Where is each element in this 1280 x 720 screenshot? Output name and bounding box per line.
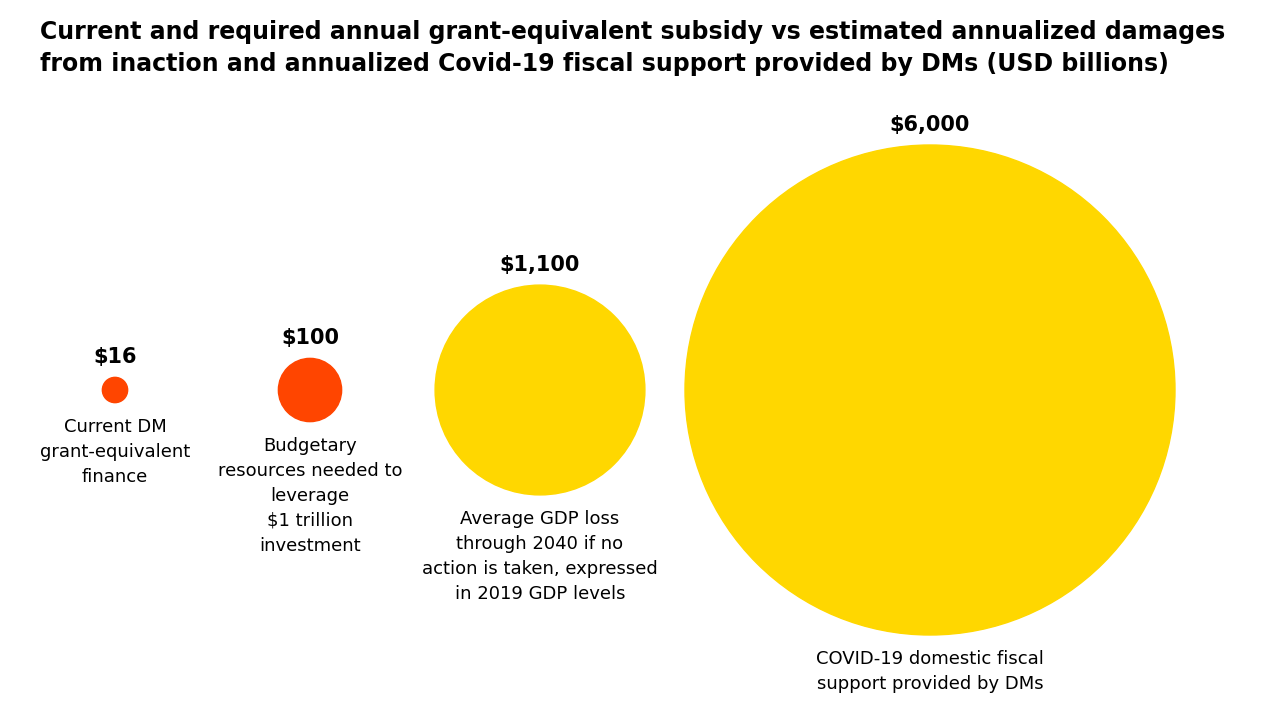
Text: $16: $16	[93, 347, 137, 367]
Text: $100: $100	[282, 328, 339, 348]
Text: Budgetary
resources needed to
leverage
$1 trillion
investment: Budgetary resources needed to leverage $…	[218, 436, 402, 554]
Text: Current DM
grant-equivalent
finance: Current DM grant-equivalent finance	[40, 418, 191, 486]
Text: Current and required annual grant-equivalent subsidy vs estimated annualized dam: Current and required annual grant-equiva…	[40, 20, 1225, 76]
Text: COVID-19 domestic fiscal
support provided by DMs: COVID-19 domestic fiscal support provide…	[817, 650, 1044, 693]
Circle shape	[685, 145, 1175, 635]
Text: $1,100: $1,100	[499, 255, 580, 275]
Circle shape	[102, 377, 128, 402]
Circle shape	[435, 285, 645, 495]
Circle shape	[278, 359, 342, 422]
Text: $6,000: $6,000	[890, 115, 970, 135]
Text: Average GDP loss
through 2040 if no
action is taken, expressed
in 2019 GDP level: Average GDP loss through 2040 if no acti…	[422, 510, 658, 603]
